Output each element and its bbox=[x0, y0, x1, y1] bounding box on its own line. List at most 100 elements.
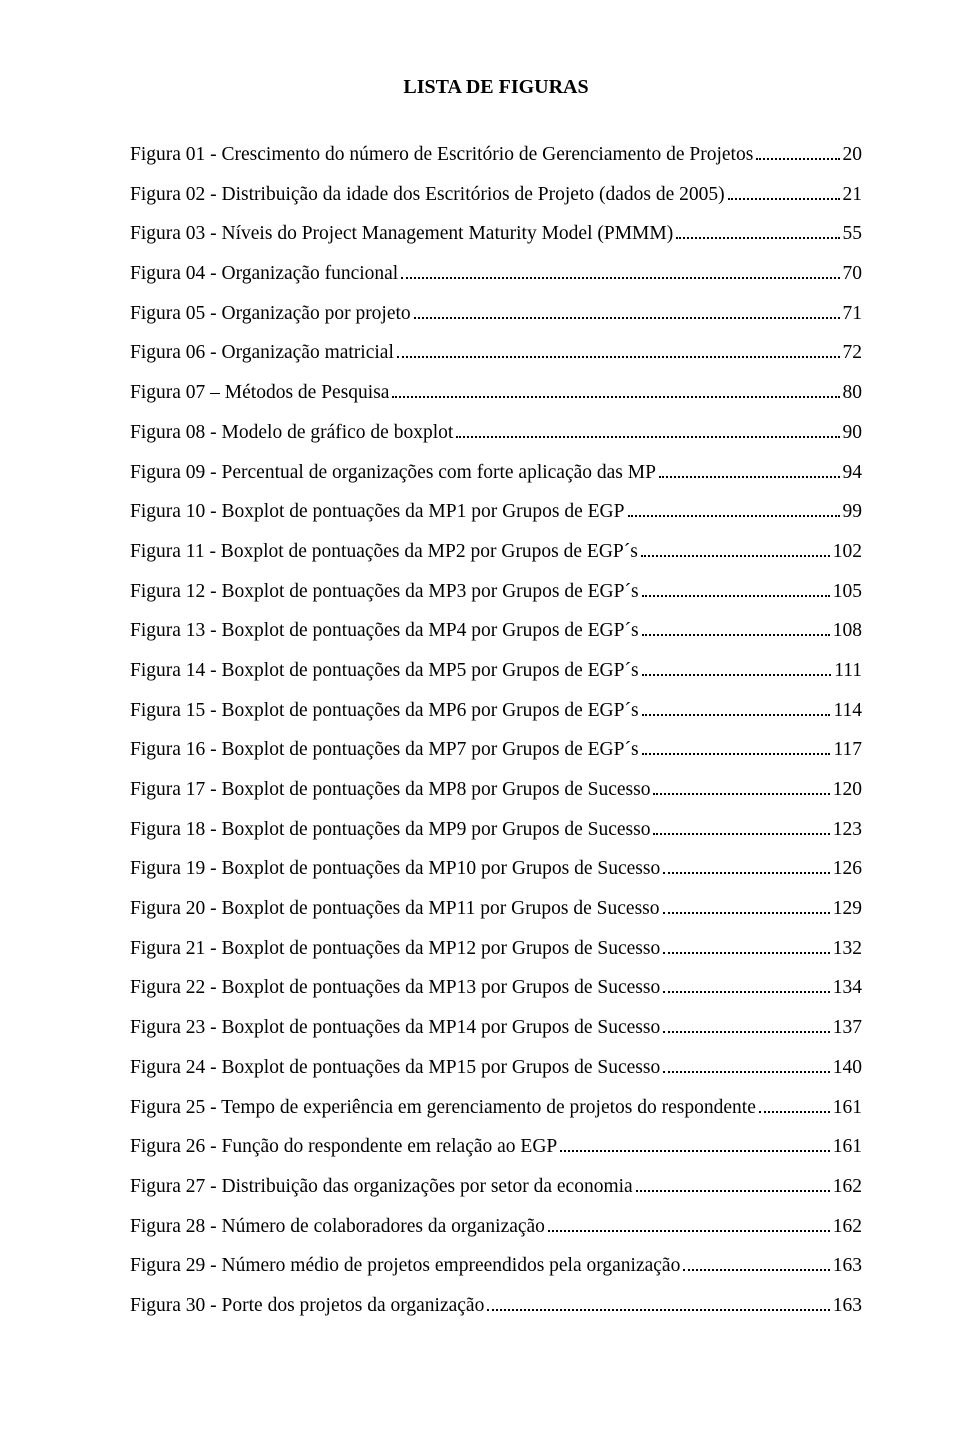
figure-label: Figura 12 - Boxplot de pontuações da MP3… bbox=[130, 582, 639, 602]
list-item: Figura 03 - Níveis do Project Management… bbox=[130, 224, 862, 244]
leader-dots bbox=[487, 1309, 829, 1311]
leader-dots bbox=[636, 1190, 830, 1192]
leader-dots bbox=[728, 198, 840, 200]
figure-label: Figura 25 - Tempo de experiência em gere… bbox=[130, 1098, 756, 1118]
leader-dots bbox=[659, 476, 840, 478]
figure-page-number: 126 bbox=[833, 859, 862, 879]
figure-page-number: 161 bbox=[833, 1098, 862, 1118]
figure-page-number: 132 bbox=[833, 939, 862, 959]
figure-page-number: 55 bbox=[843, 224, 863, 244]
leader-dots bbox=[663, 991, 830, 993]
leader-dots bbox=[628, 515, 840, 517]
list-item: Figura 19 - Boxplot de pontuações da MP1… bbox=[130, 859, 862, 879]
list-item: Figura 07 – Métodos de Pesquisa80 bbox=[130, 383, 862, 403]
figure-label: Figura 02 - Distribuição da idade dos Es… bbox=[130, 185, 725, 205]
list-item: Figura 06 - Organização matricial 72 bbox=[130, 343, 862, 363]
list-item: Figura 24 - Boxplot de pontuações da MP1… bbox=[130, 1058, 862, 1078]
figure-page-number: 134 bbox=[833, 978, 862, 998]
figure-page-number: 102 bbox=[833, 542, 862, 562]
list-item: Figura 29 - Número médio de projetos emp… bbox=[130, 1256, 862, 1276]
figure-label: Figura 17 - Boxplot de pontuações da MP8… bbox=[130, 780, 650, 800]
figure-page-number: 120 bbox=[833, 780, 862, 800]
list-item: Figura 13 - Boxplot de pontuações da MP4… bbox=[130, 621, 862, 641]
leader-dots bbox=[456, 436, 839, 438]
list-item: Figura 08 - Modelo de gráfico de boxplot… bbox=[130, 423, 862, 443]
figure-page-number: 163 bbox=[833, 1256, 862, 1276]
figure-label: Figura 06 - Organização matricial bbox=[130, 343, 394, 363]
figure-label: Figura 23 - Boxplot de pontuações da MP1… bbox=[130, 1018, 660, 1038]
leader-dots bbox=[676, 237, 839, 239]
list-item: Figura 01 - Crescimento do número de Esc… bbox=[130, 145, 862, 165]
leader-dots bbox=[653, 833, 829, 835]
figure-page-number: 21 bbox=[843, 185, 863, 205]
figure-label: Figura 13 - Boxplot de pontuações da MP4… bbox=[130, 621, 639, 641]
figure-label: Figura 05 - Organização por projeto bbox=[130, 304, 411, 324]
figure-label: Figura 19 - Boxplot de pontuações da MP1… bbox=[130, 859, 660, 879]
figure-page-number: 105 bbox=[833, 582, 862, 602]
list-item: Figura 22 - Boxplot de pontuações da MP1… bbox=[130, 978, 862, 998]
list-item: Figura 27 - Distribuição das organizaçõe… bbox=[130, 1177, 862, 1197]
figures-list: Figura 01 - Crescimento do número de Esc… bbox=[130, 145, 862, 1315]
leader-dots bbox=[642, 595, 830, 597]
leader-dots bbox=[401, 277, 839, 279]
figure-page-number: 137 bbox=[833, 1018, 862, 1038]
list-item: Figura 16 - Boxplot de pontuações da MP7… bbox=[130, 740, 862, 760]
list-item: Figura 21 - Boxplot de pontuações da MP1… bbox=[130, 939, 862, 959]
leader-dots bbox=[756, 158, 839, 160]
list-item: Figura 05 - Organização por projeto 71 bbox=[130, 304, 862, 324]
figure-label: Figura 27 - Distribuição das organizaçõe… bbox=[130, 1177, 633, 1197]
list-item: Figura 04 - Organização funcional 70 bbox=[130, 264, 862, 284]
figure-page-number: 163 bbox=[833, 1296, 862, 1316]
figure-label: Figura 08 - Modelo de gráfico de boxplot bbox=[130, 423, 453, 443]
figure-label: Figura 24 - Boxplot de pontuações da MP1… bbox=[130, 1058, 660, 1078]
leader-dots bbox=[641, 555, 830, 557]
figure-label: Figura 28 - Número de colaboradores da o… bbox=[130, 1217, 545, 1237]
list-item: Figura 09 - Percentual de organizações c… bbox=[130, 463, 862, 483]
figure-page-number: 71 bbox=[843, 304, 863, 324]
figure-page-number: 99 bbox=[843, 502, 863, 522]
leader-dots bbox=[642, 753, 831, 755]
figure-page-number: 94 bbox=[843, 463, 863, 483]
figure-page-number: 111 bbox=[834, 661, 862, 681]
figure-page-number: 117 bbox=[833, 740, 862, 760]
list-item: Figura 18 - Boxplot de pontuações da MP9… bbox=[130, 820, 862, 840]
figure-label: Figura 01 - Crescimento do número de Esc… bbox=[130, 145, 753, 165]
leader-dots bbox=[759, 1111, 830, 1113]
leader-dots bbox=[414, 317, 840, 319]
list-item: Figura 28 - Número de colaboradores da o… bbox=[130, 1217, 862, 1237]
leader-dots bbox=[392, 396, 839, 398]
figure-page-number: 161 bbox=[833, 1137, 862, 1157]
list-item: Figura 20 - Boxplot de pontuações da MP1… bbox=[130, 899, 862, 919]
figure-page-number: 70 bbox=[843, 264, 863, 284]
leader-dots bbox=[560, 1150, 830, 1152]
list-item: Figura 14 - Boxplot de pontuações da MP5… bbox=[130, 661, 862, 681]
figure-page-number: 162 bbox=[833, 1177, 862, 1197]
figure-label: Figura 07 – Métodos de Pesquisa bbox=[130, 383, 389, 403]
list-item: Figura 12 - Boxplot de pontuações da MP3… bbox=[130, 582, 862, 602]
leader-dots bbox=[663, 912, 830, 914]
list-item: Figura 26 - Função do respondente em rel… bbox=[130, 1137, 862, 1157]
figure-label: Figura 10 - Boxplot de pontuações da MP1… bbox=[130, 502, 625, 522]
figure-label: Figura 20 - Boxplot de pontuações da MP1… bbox=[130, 899, 660, 919]
figure-label: Figura 29 - Número médio de projetos emp… bbox=[130, 1256, 680, 1276]
figure-label: Figura 22 - Boxplot de pontuações da MP1… bbox=[130, 978, 660, 998]
list-item: Figura 15 - Boxplot de pontuações da MP6… bbox=[130, 701, 862, 721]
figure-label: Figura 09 - Percentual de organizações c… bbox=[130, 463, 656, 483]
page-container: LISTA DE FIGURAS Figura 01 - Crescimento… bbox=[0, 0, 960, 1454]
leader-dots bbox=[683, 1269, 829, 1271]
leader-dots bbox=[397, 356, 840, 358]
figure-page-number: 72 bbox=[843, 343, 863, 363]
leader-dots bbox=[663, 1031, 830, 1033]
list-item: Figura 02 - Distribuição da idade dos Es… bbox=[130, 185, 862, 205]
figure-page-number: 20 bbox=[843, 145, 863, 165]
figure-page-number: 90 bbox=[843, 423, 863, 443]
figure-label: Figura 18 - Boxplot de pontuações da MP9… bbox=[130, 820, 650, 840]
figure-label: Figura 04 - Organização funcional bbox=[130, 264, 398, 284]
figure-label: Figura 21 - Boxplot de pontuações da MP1… bbox=[130, 939, 660, 959]
page-title: LISTA DE FIGURAS bbox=[130, 76, 862, 99]
figure-page-number: 140 bbox=[833, 1058, 862, 1078]
figure-page-number: 123 bbox=[833, 820, 862, 840]
leader-dots bbox=[653, 793, 829, 795]
leader-dots bbox=[642, 634, 830, 636]
leader-dots bbox=[548, 1230, 830, 1232]
